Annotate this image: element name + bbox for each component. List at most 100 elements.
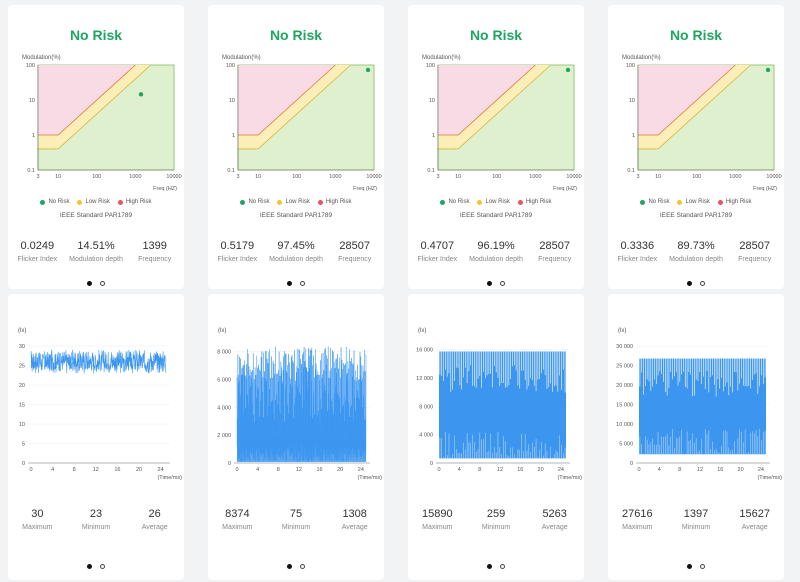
high-risk-zone: [438, 65, 536, 135]
y-tick-label: 0: [228, 461, 231, 467]
stat-value: 96.19%: [477, 240, 515, 252]
page-dot-active[interactable]: [87, 281, 92, 286]
stat-value: 259: [486, 508, 506, 520]
y-tick-label: 4 000: [419, 433, 433, 439]
stat-label: Maximum: [222, 524, 253, 531]
stat-value: 28507: [339, 240, 370, 252]
high-risk-zone: [638, 65, 736, 135]
x-tick-label: 3: [236, 174, 239, 180]
high-risk-zone: [238, 65, 336, 135]
legend-no-risk: No Risk: [440, 199, 469, 205]
page-dot-active[interactable]: [687, 281, 692, 286]
page-dot-active[interactable]: [87, 564, 92, 569]
high-risk-boundary: [438, 64, 536, 136]
y-tick-label: 10: [29, 98, 35, 104]
modulation-axis-label: Modulation(%): [622, 55, 661, 61]
x-tick-label: 10: [655, 174, 661, 180]
page-dot[interactable]: [100, 564, 105, 569]
risk-chart: 100 10 1 0.13 10 100 1000 10000 Freq (HZ): [26, 63, 182, 192]
page-dot-active[interactable]: [487, 564, 492, 569]
y-tick-label: 16 000: [416, 348, 433, 354]
page-dot[interactable]: [300, 564, 305, 569]
page-dot-active[interactable]: [687, 564, 692, 569]
page-indicator[interactable]: [8, 281, 184, 286]
y-tick-label: 8 000: [419, 404, 433, 410]
risk-stats: 0.4707 Flicker Index 96.19% Modulation dept…: [408, 240, 584, 263]
x-tick-label: 20: [738, 467, 744, 473]
x-tick-label: 100: [492, 174, 501, 180]
page-indicator[interactable]: [208, 564, 384, 569]
stat: 28507 Frequency: [325, 240, 384, 263]
time-axis-label: (Time/ms): [557, 475, 582, 481]
low-risk-boundary: [38, 64, 152, 150]
stat: 15627 Average: [725, 508, 784, 531]
stat: 23 Minimum: [67, 508, 126, 531]
lux-unit-label: (lx): [218, 328, 227, 334]
y-tick-label: 0.1: [427, 168, 435, 174]
legend-low-risk: Low Risk: [477, 199, 510, 205]
legend-high-risk-dot: [717, 199, 723, 205]
page-indicator[interactable]: [208, 281, 384, 286]
x-tick-label: 24: [358, 467, 364, 473]
stat-value: 5263: [542, 508, 567, 520]
stat-label: Maximum: [422, 524, 453, 531]
legend-no-risk: No Risk: [40, 199, 69, 205]
legend-no-risk-dot: [440, 199, 446, 205]
stat-label: Minimum: [681, 524, 711, 531]
stat-value: 28507: [539, 240, 570, 252]
page-dot[interactable]: [500, 564, 505, 569]
x-tick-label: 12: [497, 467, 503, 473]
stat-value: 75: [289, 508, 303, 520]
legend-no-risk-label: No Risk: [448, 199, 470, 205]
stat-label: Average: [541, 524, 568, 531]
freq-axis-label: Freq (HZ): [153, 186, 177, 192]
y-tick-label: 2 000: [217, 433, 231, 439]
stat: 28507 Frequency: [725, 240, 784, 263]
waveform-stats: 15890 Maximum 259 Minimum 5263 Average: [408, 508, 584, 531]
page-dot[interactable]: [500, 281, 505, 286]
y-tick-label: 4 000: [217, 405, 231, 411]
waveform-card: (lx) 16 000 12 000 8 000 4 000 0 0 4 8 12 16 20 24 (T…: [408, 294, 584, 580]
y-tick-label: 12 000: [416, 376, 433, 382]
page-dot-active[interactable]: [487, 281, 492, 286]
page-dot[interactable]: [100, 281, 105, 286]
risk-legend: No Risk Low Risk High Risk: [408, 199, 584, 205]
stat: 0.4707 Flicker Index: [408, 240, 467, 263]
high-risk-zone: [38, 65, 136, 135]
time-axis-label: (Time/ms): [757, 475, 782, 481]
page-indicator[interactable]: [608, 564, 784, 569]
waveform-chart: 30 25 20 15 10 5 00 4 8 12 16 20 24 (Time/ms): [19, 344, 182, 481]
page-dot-active[interactable]: [287, 564, 292, 569]
legend-low-risk-label: Low Risk: [485, 199, 510, 205]
page-indicator[interactable]: [8, 564, 184, 569]
risk-legend: No Risk Low Risk High Risk: [608, 199, 784, 205]
stat-label: Frequency: [538, 256, 572, 263]
x-tick-label: 20: [337, 467, 343, 473]
page-dot[interactable]: [700, 281, 705, 286]
modulation-axis-label: Modulation(%): [22, 55, 61, 61]
x-tick-label: 16: [316, 467, 322, 473]
page-indicator[interactable]: [408, 564, 584, 569]
stat-value: 0.3336: [620, 240, 655, 252]
page-indicator[interactable]: [408, 281, 584, 286]
x-tick-label: 8: [678, 467, 681, 473]
stat-label: Modulation depth: [69, 256, 123, 263]
waveform-card: (lx) 30 000 25 000 20 000 15 000 10 000 5 000 0…: [608, 294, 784, 580]
x-tick-label: 1000: [329, 174, 341, 180]
measurement-point: [765, 67, 771, 73]
y-tick-label: 1: [32, 133, 35, 139]
page-indicator[interactable]: [608, 281, 784, 286]
x-tick-label: 10: [55, 174, 61, 180]
stat-value: 15627: [739, 508, 770, 520]
y-tick-label: 0: [630, 461, 633, 467]
x-tick-label: 1000: [729, 174, 741, 180]
stat: 75 Minimum: [267, 508, 326, 531]
x-tick-label: 3: [436, 174, 439, 180]
y-tick-label: 0.1: [627, 168, 635, 174]
x-tick-label: 0: [437, 467, 440, 473]
page-dot[interactable]: [300, 281, 305, 286]
page-dot-active[interactable]: [287, 281, 292, 286]
page-dot[interactable]: [700, 564, 705, 569]
low-risk-boundary: [238, 64, 352, 150]
waveform-line: [30, 349, 167, 374]
